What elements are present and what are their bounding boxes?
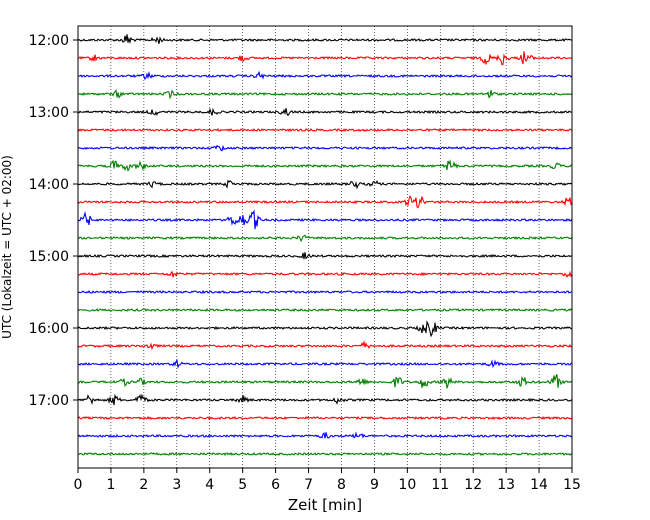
trace-1600 bbox=[77, 320, 573, 338]
y-tick-label-2: 14:00 bbox=[29, 177, 69, 193]
trace-1430 bbox=[77, 209, 573, 230]
x-tick-label-4: 4 bbox=[205, 477, 214, 493]
trace-1700 bbox=[77, 393, 573, 406]
y-tick-label-3: 15:00 bbox=[29, 249, 69, 265]
trace-1530 bbox=[77, 289, 573, 294]
trace-1230 bbox=[77, 70, 573, 81]
y-tick-label-1: 13:00 bbox=[29, 105, 69, 121]
x-tick-label-9: 9 bbox=[370, 477, 379, 493]
plot-frame bbox=[77, 25, 573, 469]
x-tick-label-2: 2 bbox=[139, 477, 148, 493]
x-axis-label: Zeit [min] bbox=[288, 496, 362, 514]
trace-1415 bbox=[77, 194, 573, 209]
x-tick-label-12: 12 bbox=[464, 477, 482, 493]
y-tick-label-5: 17:00 bbox=[29, 393, 69, 409]
trace-1545 bbox=[77, 307, 573, 312]
trace-1645 bbox=[77, 374, 573, 389]
x-axis: 0 1 2 3 4 5 6 7 8 9 10 11 12 13 14 15 bbox=[74, 468, 581, 493]
x-tick-label-11: 11 bbox=[431, 477, 449, 493]
trace-1500 bbox=[77, 252, 573, 260]
trace-1630 bbox=[77, 358, 573, 369]
x-tick-label-7: 7 bbox=[304, 477, 313, 493]
x-tick-label-0: 0 bbox=[74, 477, 83, 493]
y-axis-label: UTC (Lokalzeit = UTC + 02:00) bbox=[0, 155, 14, 339]
x-tick-label-14: 14 bbox=[530, 477, 548, 493]
trace-1215 bbox=[77, 51, 573, 66]
trace-1315 bbox=[77, 128, 573, 133]
trace-1300 bbox=[77, 107, 573, 117]
x-tick-label-3: 3 bbox=[172, 477, 181, 493]
x-tick-label-15: 15 bbox=[563, 477, 581, 493]
x-tick-label-6: 6 bbox=[271, 477, 280, 493]
y-tick-label-0: 12:00 bbox=[29, 33, 69, 49]
vertical-grid bbox=[110, 26, 540, 468]
x-tick-label-5: 5 bbox=[238, 477, 247, 493]
trace-1515 bbox=[77, 270, 573, 278]
trace-1345 bbox=[77, 159, 573, 172]
trace-1615 bbox=[77, 340, 573, 351]
x-tick-label-8: 8 bbox=[337, 477, 346, 493]
trace-1715 bbox=[77, 415, 573, 420]
x-tick-label-10: 10 bbox=[398, 477, 416, 493]
x-tick-label-1: 1 bbox=[106, 477, 115, 493]
trace-1245 bbox=[77, 89, 573, 100]
trace-1445 bbox=[77, 234, 573, 243]
trace-1200 bbox=[77, 34, 573, 45]
y-axis: 12:00 13:00 14:00 15:00 16:00 17:00 bbox=[29, 33, 78, 409]
trace-1730 bbox=[77, 431, 573, 439]
traces bbox=[77, 34, 573, 457]
y-tick-label-4: 16:00 bbox=[29, 321, 69, 337]
trace-1400 bbox=[77, 179, 573, 190]
x-tick-label-13: 13 bbox=[497, 477, 515, 493]
trace-1745 bbox=[77, 452, 573, 457]
trace-1330 bbox=[77, 144, 573, 152]
